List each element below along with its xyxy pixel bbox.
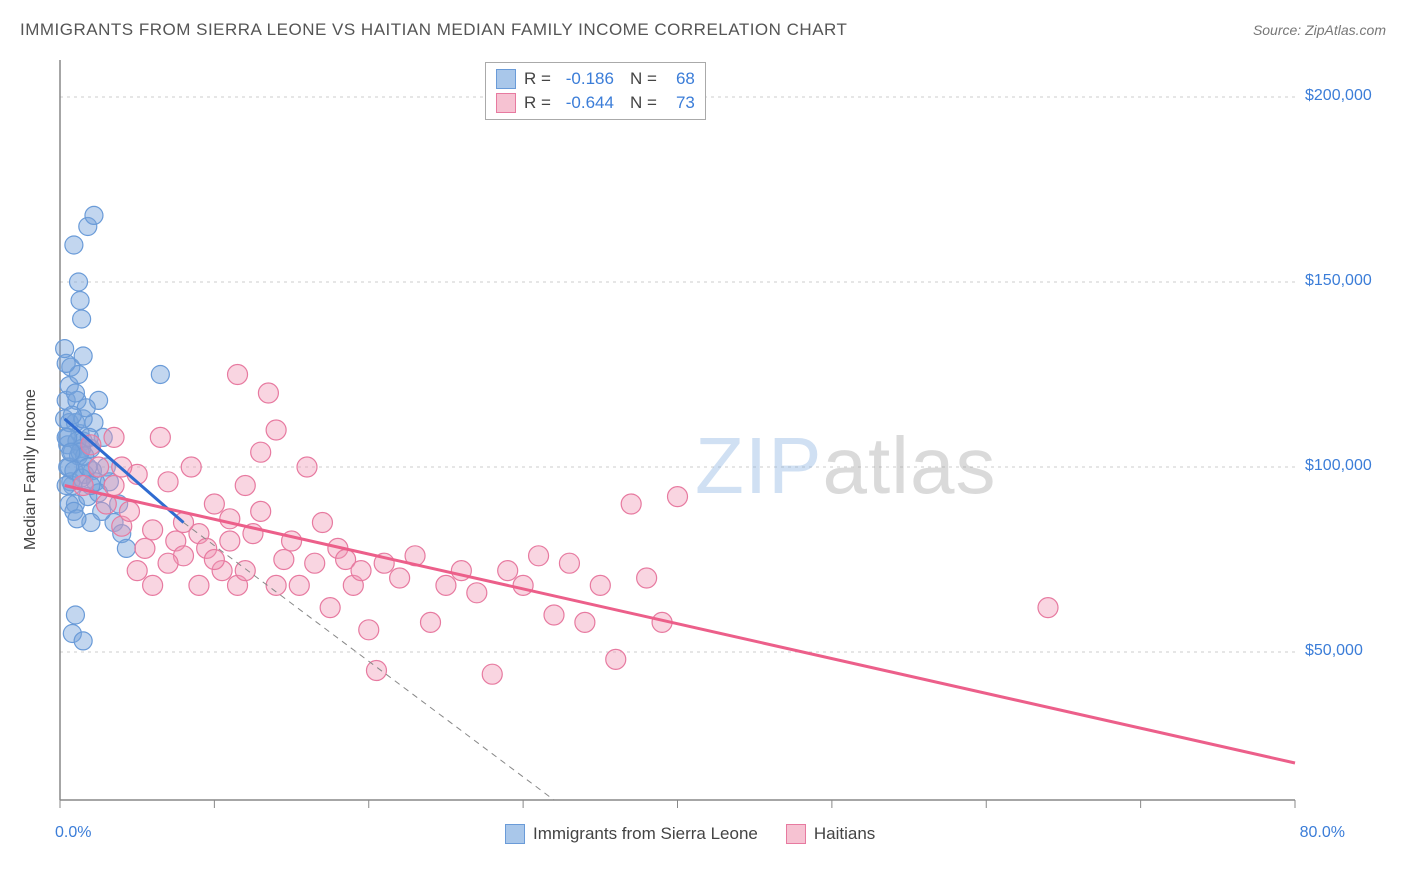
title-bar: IMMIGRANTS FROM SIERRA LEONE VS HAITIAN … xyxy=(20,20,1386,40)
chart-container: IMMIGRANTS FROM SIERRA LEONE VS HAITIAN … xyxy=(0,0,1406,892)
stats-swatch-a xyxy=(496,69,516,89)
legend-swatch-a xyxy=(505,824,525,844)
chart-svg xyxy=(55,60,1385,840)
stats-r-label-b: R = xyxy=(524,93,551,113)
chart-title: IMMIGRANTS FROM SIERRA LEONE VS HAITIAN … xyxy=(20,20,847,40)
legend-swatch-b xyxy=(786,824,806,844)
legend-label-b: Haitians xyxy=(814,824,875,844)
y-axis-label: Median Family Income xyxy=(22,389,40,550)
ytick-label: $150,000 xyxy=(1305,272,1372,290)
stats-n-val-a: 68 xyxy=(665,69,695,89)
legend-item-a: Immigrants from Sierra Leone xyxy=(505,824,758,844)
stats-n-label-a: N = xyxy=(630,69,657,89)
bottom-legend: Immigrants from Sierra Leone Haitians xyxy=(505,824,875,844)
stats-swatch-b xyxy=(496,93,516,113)
source-label: Source: ZipAtlas.com xyxy=(1253,22,1386,38)
stats-row-a: R = -0.186 N = 68 xyxy=(496,67,695,91)
x-max-label: 80.0% xyxy=(1300,824,1345,842)
ytick-label: $100,000 xyxy=(1305,457,1372,475)
stats-r-val-b: -0.644 xyxy=(559,93,614,113)
chart-area: ZIPatlas R = -0.186 N = 68 R = -0.644 N … xyxy=(55,60,1385,840)
ytick-label: $50,000 xyxy=(1305,642,1363,660)
stats-r-val-a: -0.186 xyxy=(559,69,614,89)
stats-n-label-b: N = xyxy=(630,93,657,113)
x-min-label: 0.0% xyxy=(55,824,91,842)
legend-label-a: Immigrants from Sierra Leone xyxy=(533,824,758,844)
stats-r-label-a: R = xyxy=(524,69,551,89)
ytick-label: $200,000 xyxy=(1305,87,1372,105)
stats-n-val-b: 73 xyxy=(665,93,695,113)
stats-row-b: R = -0.644 N = 73 xyxy=(496,91,695,115)
legend-item-b: Haitians xyxy=(786,824,875,844)
stats-box: R = -0.186 N = 68 R = -0.644 N = 73 xyxy=(485,62,706,120)
